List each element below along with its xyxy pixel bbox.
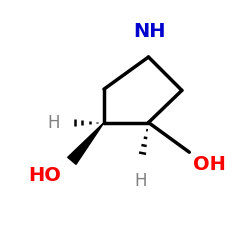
Text: HO: HO <box>28 166 61 185</box>
Text: NH: NH <box>134 22 166 41</box>
Polygon shape <box>68 122 104 164</box>
Text: H: H <box>47 114 60 132</box>
Text: OH: OH <box>192 155 226 174</box>
Text: H: H <box>135 172 147 190</box>
